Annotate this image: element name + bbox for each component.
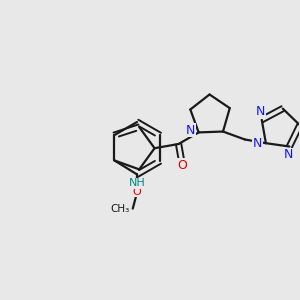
Text: O: O (133, 187, 141, 197)
Text: N: N (253, 137, 262, 150)
Text: CH₃: CH₃ (110, 204, 130, 214)
Text: NH: NH (129, 178, 146, 188)
Text: O: O (177, 159, 187, 172)
Text: N: N (256, 105, 265, 118)
Text: N: N (186, 124, 195, 136)
Text: N: N (283, 148, 292, 161)
